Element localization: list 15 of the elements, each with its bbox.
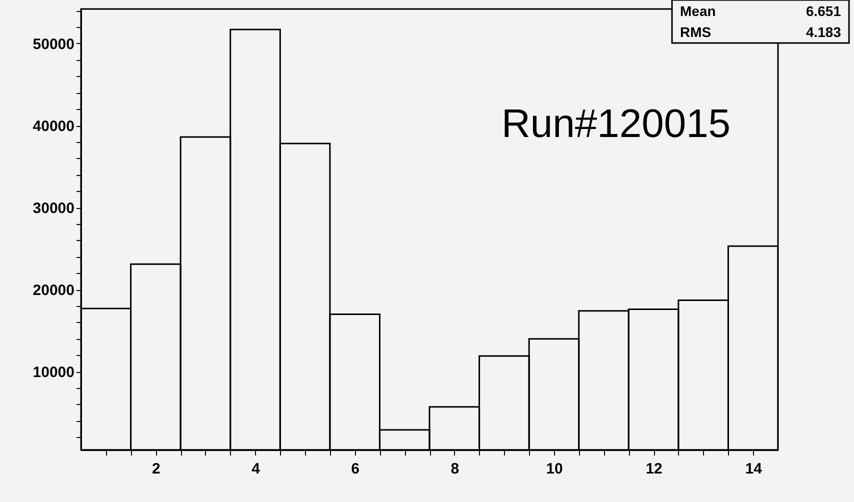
y-tick-label: 30000	[32, 200, 74, 218]
text: RMS 4.183	[680, 24, 841, 40]
x-tick-label: 14	[745, 460, 763, 478]
y-tick-label: 50000	[32, 36, 74, 53]
text: Mean 6.651	[680, 3, 841, 19]
y-tick-label: 20000	[32, 282, 74, 300]
x-tick-label: 6	[351, 460, 360, 478]
x-tick-label: 10	[546, 460, 563, 478]
y-tick-label: 40000	[32, 118, 74, 136]
x-tick-label: 12	[646, 460, 662, 478]
x-tick-label: 8	[450, 460, 460, 478]
x-tick-label: 2	[152, 460, 160, 478]
x-tick-label: 4	[252, 460, 261, 478]
y-tick-label: 10000	[32, 364, 74, 382]
annotation: Run#120015	[501, 102, 731, 146]
